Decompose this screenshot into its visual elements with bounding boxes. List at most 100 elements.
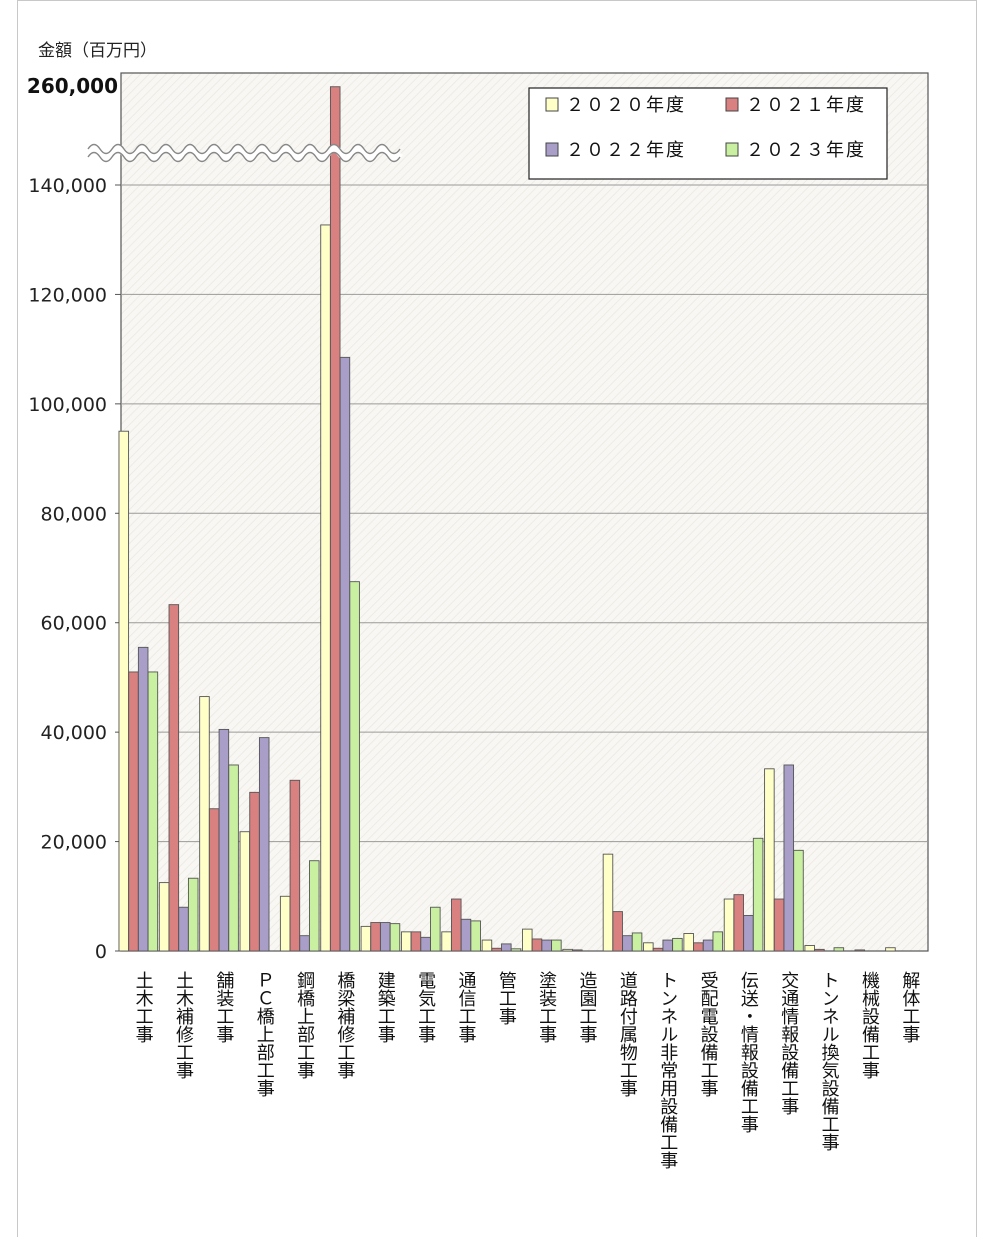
bar (631, 932, 643, 952)
bar (793, 849, 804, 952)
legend-entry: ２０２２年度 (566, 140, 686, 161)
bar (178, 906, 189, 952)
category-label: 電気工事 (415, 971, 436, 1043)
bar (643, 942, 654, 952)
bar (309, 860, 320, 952)
bar (380, 922, 391, 952)
bar (723, 898, 735, 952)
bar (279, 895, 291, 952)
category-label: 舗装工事 (213, 971, 234, 1043)
bar (773, 898, 785, 952)
bar (612, 911, 623, 952)
category-label: 造園工事 (577, 971, 598, 1043)
bar (460, 918, 472, 952)
category-label: 土木補修工事 (173, 971, 194, 1079)
bar (410, 931, 422, 952)
category-label: 通信工事 (455, 971, 476, 1043)
bar (329, 86, 341, 952)
bar (389, 923, 401, 952)
category-label: 管工事 (496, 971, 517, 1025)
bar (239, 831, 251, 952)
bar (158, 882, 170, 952)
y-tick-label: 100,000 (28, 394, 107, 416)
bar (420, 936, 431, 952)
axis-break-mask (85, 145, 403, 161)
bar (683, 933, 694, 952)
bar (752, 837, 764, 952)
legend-entry: ２０２０年度 (566, 95, 686, 116)
bar (783, 764, 795, 952)
bar (228, 764, 239, 952)
category-label: 塗装工事 (536, 970, 557, 1043)
category-label: 解体工事 (899, 971, 920, 1043)
bar (370, 922, 381, 952)
bar (491, 947, 502, 952)
legend-swatch (545, 97, 559, 112)
category-label: トンネル換気設備工事 (819, 971, 840, 1151)
legend-swatch (545, 142, 559, 157)
y-break-label: 260,000 (27, 74, 118, 98)
bar (289, 779, 301, 952)
bar (451, 898, 462, 952)
y-tick-label: 0 (95, 941, 107, 963)
y-tick-label: 40,000 (41, 722, 107, 744)
legend-entry: ２０２３年度 (746, 140, 866, 161)
bar (833, 947, 845, 952)
bar (258, 737, 270, 952)
bar (662, 939, 673, 952)
category-label: トンネル非常用設備工事 (657, 971, 678, 1169)
plot-area: 0 20,000 40,000 60,000 80,000 100,000 120,000 1… (27, 72, 929, 1169)
bar (299, 935, 310, 952)
chart-frame: 金額（百万円） 0 20,000 40,000 60,000 80,000 100,000… (17, 0, 977, 1237)
legend-swatch (725, 97, 739, 112)
bar (501, 943, 512, 952)
y-axis-label: 金額（百万円） (38, 41, 157, 61)
plot-background (120, 72, 929, 952)
bar (187, 877, 199, 952)
legend-box (528, 87, 888, 180)
bar (128, 671, 139, 952)
bar (147, 671, 159, 952)
bar (693, 942, 704, 952)
bar (481, 939, 493, 952)
bar (541, 939, 552, 952)
y-tick-label: 80,000 (41, 503, 107, 525)
category-label: 交通情報設備工事 (778, 971, 799, 1115)
bar (522, 928, 533, 952)
bar (602, 853, 614, 952)
bar (168, 604, 180, 952)
bar (118, 430, 130, 952)
legend: ２０２０年度 ２０２１年度 ２０２２年度 ２０２３年度 (528, 87, 888, 180)
bar (400, 931, 412, 952)
bar (199, 696, 210, 952)
bar (137, 646, 149, 952)
bar (218, 728, 230, 952)
bar (814, 948, 825, 952)
bar (531, 938, 543, 952)
category-label: 建築工事 (375, 971, 396, 1043)
category-label: 道路付属物工事 (617, 971, 638, 1097)
bar (885, 947, 896, 952)
bar (551, 939, 562, 952)
bar (733, 894, 744, 952)
category-label: 機械設備工事 (859, 971, 880, 1079)
bar (339, 356, 351, 952)
legend-entry: ２０２１年度 (746, 95, 866, 116)
bar (441, 931, 452, 952)
bar (349, 581, 360, 952)
bar-chart: 金額（百万円） 0 20,000 40,000 60,000 80,000 100,000… (27, 41, 929, 1169)
bar (764, 768, 775, 952)
bar (572, 949, 583, 952)
bar (562, 948, 573, 952)
legend-swatch (725, 142, 739, 157)
category-label: 受配電設備工事 (698, 971, 719, 1097)
bar (743, 914, 754, 952)
bar (208, 808, 220, 952)
category-label: 土木工事 (133, 971, 154, 1043)
category-label: ＰＣ橋上部工事 (254, 971, 275, 1097)
bar (702, 939, 714, 952)
category-label: 鋼橋上部工事 (294, 971, 315, 1079)
category-label: 橋梁補修工事 (334, 971, 355, 1079)
category-label: 伝送・情報設備工事 (738, 971, 759, 1133)
y-tick-label: 140,000 (28, 175, 107, 197)
